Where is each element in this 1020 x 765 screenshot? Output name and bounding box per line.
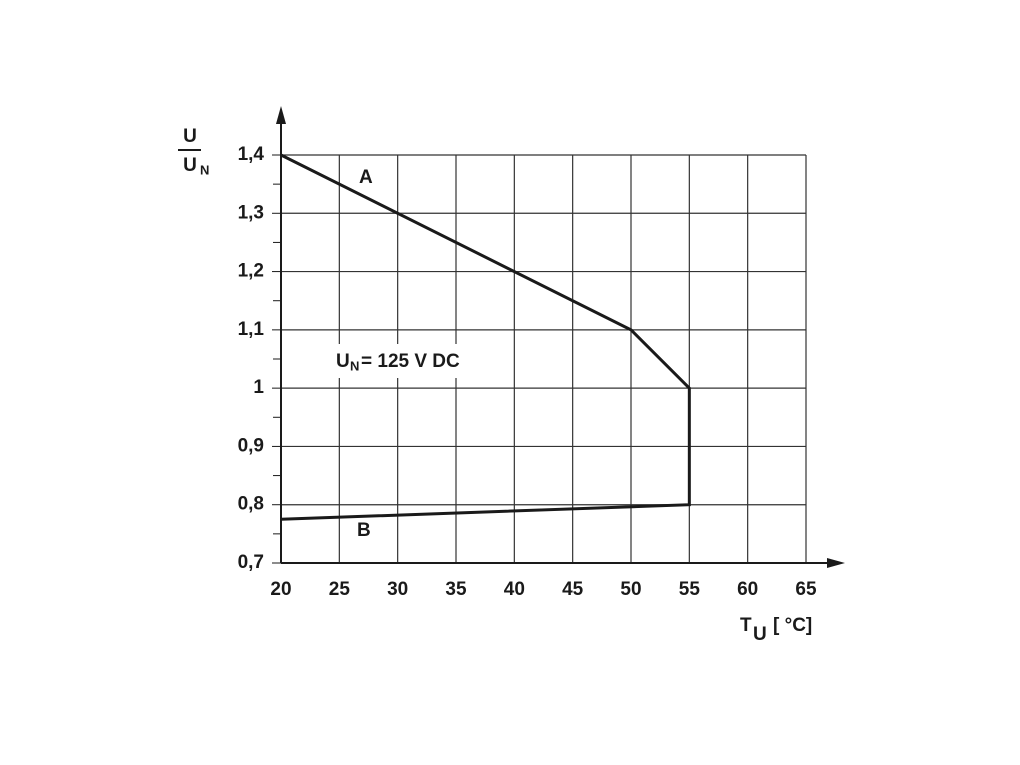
y-tick-label: 0,8	[238, 494, 264, 515]
y-label-numerator: U	[183, 126, 197, 147]
y-label-subscript: N	[200, 162, 209, 177]
y-tick-label: 1,3	[238, 202, 264, 223]
x-tick-label: 25	[329, 579, 351, 600]
curve-label: B	[357, 520, 371, 541]
annotation-box	[330, 344, 490, 378]
x-axis-label: T U [ °C]	[740, 615, 812, 645]
y-tick-label: 1,2	[238, 261, 264, 282]
y-axis-arrow	[276, 106, 286, 124]
annotation-subscript: N	[350, 358, 359, 373]
x-tick-label: 35	[445, 579, 467, 600]
x-label-symbol: T	[740, 615, 752, 636]
x-tick-label: 60	[737, 579, 758, 600]
y-axis-label: U U N	[178, 126, 209, 177]
y-tick-label: 0,9	[238, 435, 264, 456]
x-tick-label: 50	[620, 579, 641, 600]
x-tick-label: 45	[562, 579, 584, 600]
x-label-subscript: U	[753, 624, 767, 645]
y-tick-label: 0,7	[238, 552, 264, 573]
x-tick-label: 55	[679, 579, 701, 600]
x-tick-label: 40	[504, 579, 525, 600]
x-label-unit: [ °C]	[773, 615, 812, 636]
x-axis-arrow	[827, 558, 845, 568]
x-tick-label: 30	[387, 579, 408, 600]
y-tick-label: 1,4	[238, 144, 265, 165]
annotation-text: = 125 V DC	[361, 351, 460, 372]
y-tick-label: 1,1	[238, 319, 265, 340]
x-tick-label: 65	[795, 579, 817, 600]
y-label-denominator: U	[183, 155, 197, 176]
curve-label: A	[359, 167, 373, 188]
annotation-symbol: U	[336, 351, 350, 372]
curve	[280, 153, 691, 521]
y-tick-label: 1	[253, 377, 264, 398]
x-tick-label: 20	[270, 579, 291, 600]
